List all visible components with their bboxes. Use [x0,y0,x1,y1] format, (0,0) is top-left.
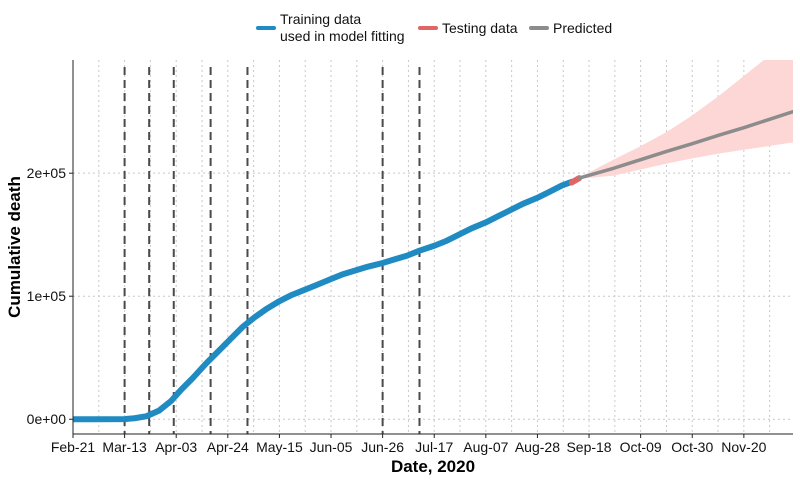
plot-area [73,60,793,434]
y-axis-title: Cumulative death [5,176,24,318]
legend-label-test: Testing data [442,20,518,36]
axes: Feb-21 Mar-13 Apr-03 Apr-24 May-15 Jun-05 Jun-… [27,60,793,455]
legend-label-train: used in model fitting [280,28,405,44]
x-tick-label: Oct-30 [671,439,713,455]
prediction-band [579,60,793,179]
x-tick-label: Aug-07 [463,439,508,455]
x-tick-label: Apr-03 [155,439,197,455]
x-tick-label: Oct-09 [620,439,662,455]
x-tick-label: Aug-28 [515,439,560,455]
x-tick-label: Sep-18 [566,439,611,455]
x-tick-label: Jun-05 [310,439,353,455]
legend-label-train: Training data [280,11,361,27]
x-tick-label: May-15 [256,439,303,455]
training-data-line [73,178,575,423]
predicted-line [577,109,793,180]
x-tick-label: Jun-26 [361,439,404,455]
x-axis-title: Date, 2020 [391,457,475,476]
legend-label-pred: Predicted [553,20,612,36]
y-tick-label: 0e+00 [27,411,67,427]
x-tick-label: Apr-24 [207,439,249,455]
x-tick-label: Jul-17 [415,439,453,455]
x-tick-label: Mar-13 [102,439,147,455]
y-tick-label: 2e+05 [27,165,67,181]
y-tick-label: 1e+05 [27,288,67,304]
x-tick-label: Nov-20 [721,439,766,455]
x-tick-label: Feb-21 [51,439,96,455]
